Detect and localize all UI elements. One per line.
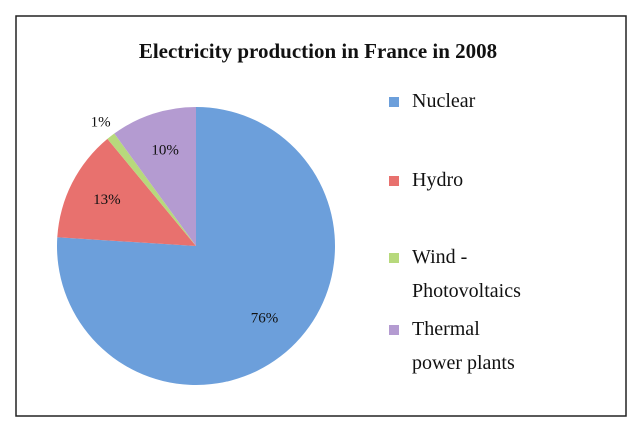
pie-slice	[57, 138, 196, 246]
data-label: 76%	[251, 310, 279, 326]
legend-line: Photovoltaics	[412, 280, 521, 302]
legend-label: Hydro	[412, 169, 463, 191]
chart-title: Electricity production in France in 2008	[139, 39, 497, 63]
pie-slice	[57, 107, 336, 385]
legend-swatch	[389, 253, 399, 263]
legend-line: Wind -	[412, 246, 467, 268]
legend-label: Nuclear	[412, 90, 476, 112]
data-label: 13%	[93, 192, 121, 208]
legend-line: Hydro	[412, 169, 463, 191]
data-label: 1%	[91, 114, 111, 130]
legend-line: power plants	[412, 352, 515, 374]
legend-swatch	[389, 176, 399, 186]
pie-slice	[107, 133, 196, 246]
legend-line: Nuclear	[412, 90, 476, 112]
legend-label: Thermal power plants	[412, 318, 515, 374]
legend-swatch	[389, 97, 399, 107]
data-label: 10%	[151, 142, 179, 158]
legend-label: Wind - Photovoltaics	[412, 246, 521, 302]
legend-swatch	[389, 325, 399, 335]
legend-line: Thermal	[412, 318, 480, 340]
pie-slice	[114, 107, 196, 246]
